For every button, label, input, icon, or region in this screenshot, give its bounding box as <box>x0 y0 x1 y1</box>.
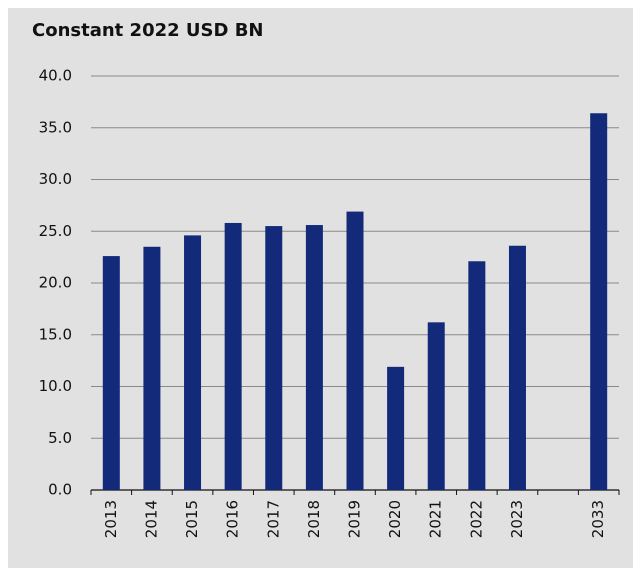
bar <box>305 225 323 491</box>
x-tick-label: 2033 <box>589 500 607 538</box>
bar <box>143 246 161 490</box>
x-tick-label: 2022 <box>467 500 485 538</box>
x-tick-label: 2019 <box>346 500 364 538</box>
y-tick-label: 25.0 <box>39 222 72 240</box>
y-tick-label: 20.0 <box>39 274 72 292</box>
x-tick-label: 2013 <box>102 500 120 538</box>
x-tick-label: 2021 <box>427 500 445 538</box>
x-tick-label: 2018 <box>305 500 323 538</box>
y-tick-label: 15.0 <box>39 325 72 343</box>
bar <box>265 226 283 490</box>
bar <box>184 235 202 490</box>
y-tick-label: 10.0 <box>39 377 72 395</box>
chart-title: Constant 2022 USD BN <box>32 20 263 41</box>
bar <box>346 211 364 490</box>
bar <box>427 322 445 490</box>
x-tick-label: 2014 <box>142 500 160 538</box>
x-tick-label: 2017 <box>264 500 282 538</box>
bar <box>590 113 608 490</box>
y-tick-label: 30.0 <box>39 170 72 188</box>
y-tick-label: 35.0 <box>39 118 72 136</box>
x-tick-label: 2015 <box>183 500 201 538</box>
y-tick-label: 0.0 <box>48 481 72 499</box>
y-tick-label: 40.0 <box>39 67 72 85</box>
x-tick-label: 2023 <box>508 500 526 538</box>
bar <box>102 256 120 490</box>
bar <box>224 222 242 490</box>
y-tick-label: 5.0 <box>48 429 72 447</box>
bar <box>508 245 526 490</box>
bar <box>468 261 486 490</box>
x-tick-label: 2020 <box>386 500 404 538</box>
x-tick-label: 2016 <box>224 500 242 538</box>
bar <box>387 366 405 490</box>
